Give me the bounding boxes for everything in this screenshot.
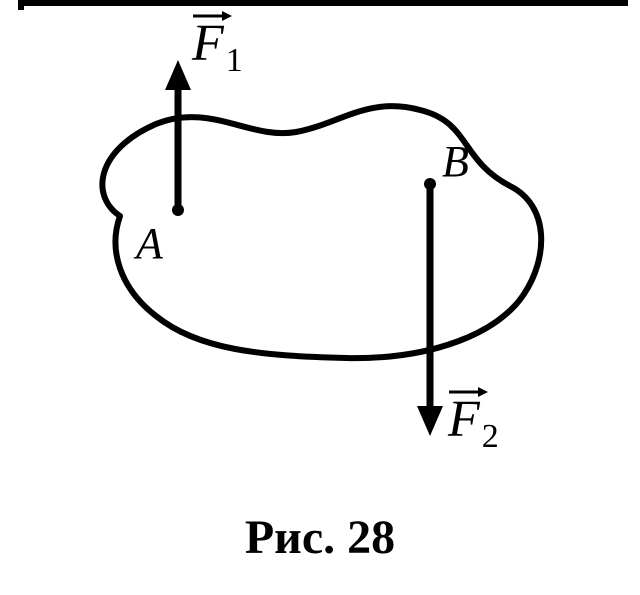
- point-A-dot: [172, 204, 184, 216]
- force-F1-letter: F: [192, 18, 224, 70]
- figure-caption: Рис. 28: [0, 510, 640, 565]
- body-outline: [102, 106, 541, 358]
- force-F2-label: F 2: [448, 384, 497, 446]
- point-B-label: B: [442, 140, 469, 184]
- force-F2-subscript: 2: [482, 420, 499, 454]
- point-A-label: A: [136, 222, 163, 266]
- force-F1-subscript: 1: [226, 44, 243, 78]
- force-F1-label: F 1: [192, 8, 241, 70]
- force-F1: [165, 60, 191, 210]
- figure-stage: { "canvas": { "width": 640, "height": 59…: [0, 0, 640, 595]
- physics-diagram: [0, 0, 640, 595]
- force-F2: [417, 184, 443, 436]
- force-F2-letter: F: [448, 394, 480, 446]
- point-B-dot: [424, 178, 436, 190]
